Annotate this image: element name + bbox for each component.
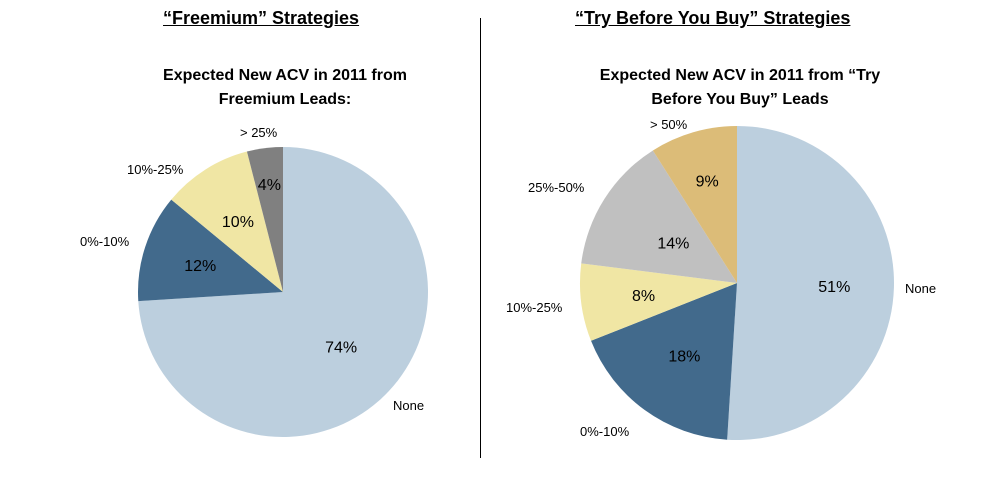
left-category-label: None bbox=[393, 398, 424, 413]
right-category-label: 0%-10% bbox=[580, 424, 630, 439]
right-chart-title-line2: Before You Buy” Leads bbox=[651, 91, 829, 108]
right-slice-value-label: 9% bbox=[696, 173, 719, 190]
left-slice-none bbox=[138, 147, 428, 438]
right-slice-value-label: 18% bbox=[668, 348, 700, 365]
left-slice-value-label: 74% bbox=[325, 340, 357, 357]
right-category-label: 25%-50% bbox=[528, 180, 585, 195]
left-category-label: 0%-10% bbox=[80, 234, 130, 249]
right-slice-0-10 bbox=[591, 283, 737, 440]
left-chart-title: Expected New ACV in 2011 from Freemium L… bbox=[120, 64, 450, 112]
right-pie-chart: 51% None 18% 0%-10% 8% 10%-25% 14% 25%-50% 9% > 5… bbox=[506, 117, 936, 440]
right-category-label: None bbox=[905, 281, 936, 296]
right-slice-none bbox=[727, 126, 895, 440]
right-slice-value-label: 14% bbox=[657, 236, 689, 253]
section-divider bbox=[480, 18, 481, 458]
left-slice-value-label: 12% bbox=[184, 258, 216, 275]
left-category-label: > 25% bbox=[240, 125, 278, 140]
right-slice-10-25 bbox=[580, 263, 737, 341]
right-chart-title: Expected New ACV in 2011 from “Try Befor… bbox=[540, 64, 940, 112]
right-category-label: 10%-25% bbox=[506, 300, 563, 315]
left-section-title: “Freemium” Strategies bbox=[163, 8, 360, 28]
left-slice-value-label: 10% bbox=[222, 214, 254, 231]
right-section-title: “Try Before You Buy” Strategies bbox=[575, 8, 851, 28]
left-slice-25 bbox=[246, 147, 283, 292]
left-pie-chart: 74% None 12% 0%-10% 10% 10%-25% 4% > 25% bbox=[80, 125, 428, 438]
left-category-label: 10%-25% bbox=[127, 162, 184, 177]
right-slice-50 bbox=[652, 126, 737, 283]
left-chart-title-line2: Freemium Leads: bbox=[218, 91, 352, 108]
right-category-label: > 50% bbox=[650, 117, 688, 132]
right-slice-value-label: 51% bbox=[818, 279, 850, 296]
left-slice-0-10 bbox=[137, 199, 283, 302]
right-chart-title-line1: Expected New ACV in 2011 from “Try bbox=[599, 67, 881, 84]
left-slice-value-label: 4% bbox=[258, 177, 281, 194]
left-chart-title-line1: Expected New ACV in 2011 from bbox=[163, 67, 407, 84]
left-slice-10-25 bbox=[171, 151, 283, 292]
right-slice-25-50 bbox=[581, 150, 737, 283]
right-slice-value-label: 8% bbox=[632, 288, 655, 305]
